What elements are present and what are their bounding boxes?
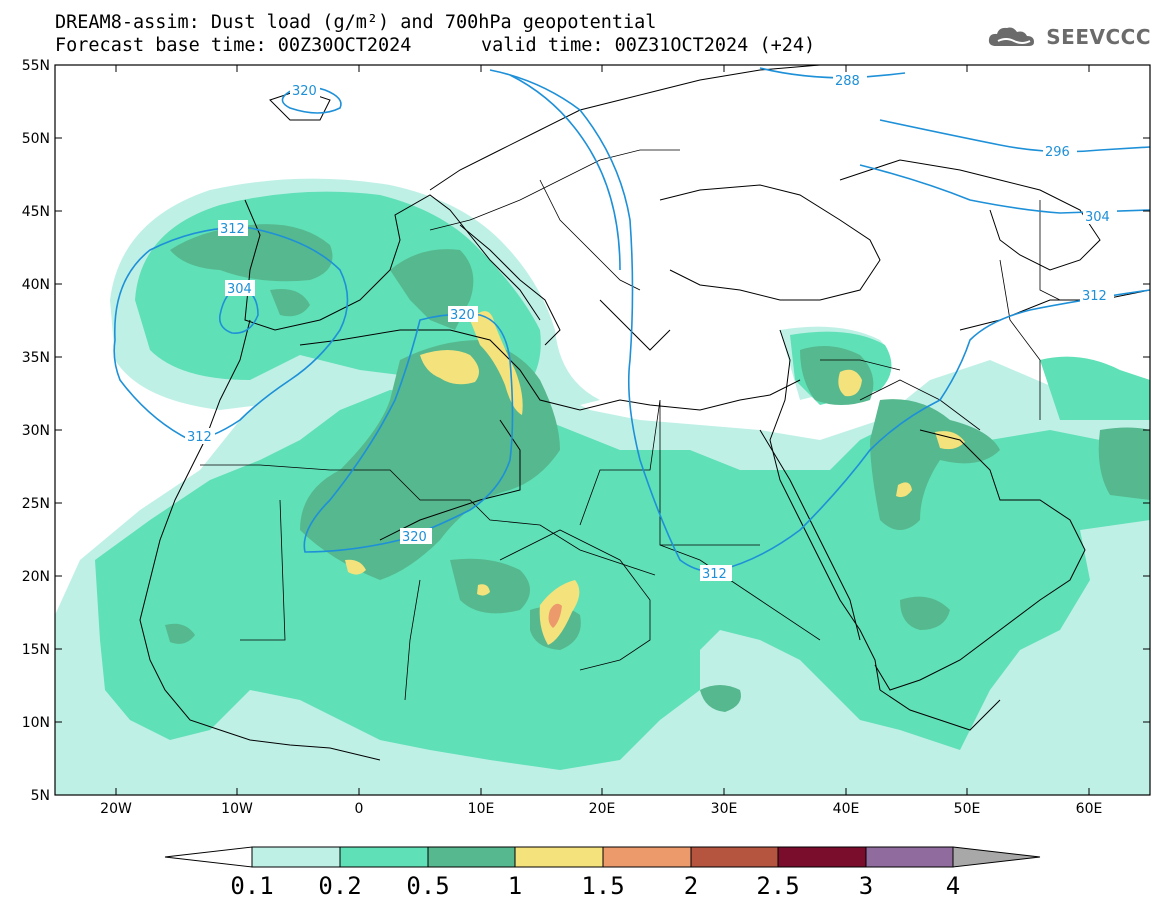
lon-tick-label: 20E [589, 801, 616, 817]
lon-tick-label: 40E [833, 801, 860, 817]
seevccc-logo: SEEVCCC [986, 24, 1151, 50]
colorbar-swatch [777, 846, 867, 868]
lat-tick-label: 50N [22, 131, 50, 147]
colorbar-swatch [690, 846, 779, 868]
colorbar-high-arrow [952, 846, 1041, 868]
colorbar-label: 2 [684, 872, 698, 900]
contour-label: 312 [1082, 289, 1107, 304]
colorbar-labels: 0.1 0.2 0.5 1 1.5 2 2.5 3 4 [230, 872, 960, 900]
lat-tick-label: 15N [22, 642, 50, 658]
lat-tick-label: 40N [22, 277, 50, 293]
country-borders [200, 149, 1061, 701]
lat-tick-labels: 55N 50N 45N 40N 35N 30N 25N 20N 15N 10N … [22, 58, 50, 804]
lat-tick-label: 45N [22, 204, 50, 220]
colorbar-swatch [602, 846, 692, 868]
lat-tick-label: 35N [22, 350, 50, 366]
colorbar-swatch [514, 846, 604, 868]
colorbar-swatch [251, 846, 341, 868]
contour-label: 320 [402, 530, 427, 545]
lon-axis [115, 65, 1090, 795]
map-area: 320 288 296 304 312 304 320 312 312 320 … [55, 65, 1150, 795]
colorbar-label: 3 [859, 872, 873, 900]
colorbar-label: 0.2 [318, 872, 361, 900]
contour-label: 304 [1085, 210, 1110, 225]
contour-label: 312 [187, 430, 212, 445]
lat-tick-label: 5N [31, 788, 50, 804]
contour-label: 288 [835, 74, 860, 89]
colorbar-label: 2.5 [756, 872, 799, 900]
colorbar-label: 4 [946, 872, 960, 900]
contour-label: 304 [227, 282, 252, 297]
lat-tick-label: 10N [22, 715, 50, 731]
colorbar-swatch [339, 846, 429, 868]
cloud-icon [989, 27, 1035, 46]
logo-text: SEEVCCC [1046, 25, 1151, 49]
lon-tick-label: 30E [711, 801, 738, 817]
lon-tick-label: 0 [355, 801, 364, 817]
lat-tick-label: 25N [22, 496, 50, 512]
contour-label: 296 [1045, 145, 1070, 160]
contour-label: 312 [702, 567, 727, 582]
lat-tick-label: 30N [22, 423, 50, 439]
base-time: Forecast base time: 00Z30OCT2024 [55, 35, 412, 56]
lat-tick-label: 55N [22, 58, 50, 74]
valid-time: valid time: 00Z31OCT2024 (+24) [481, 35, 816, 56]
contour-label: 320 [450, 308, 475, 323]
colorbar-swatch [865, 846, 954, 868]
lon-tick-labels: 20W 10W 0 10E 20E 30E 40E 50E 60E [100, 801, 1102, 817]
contour-label: 320 [292, 84, 317, 99]
lon-tick-label: 20W [100, 801, 132, 817]
contour-label-group: 320 288 296 304 312 304 320 312 312 320 … [185, 72, 1117, 582]
colorbar-label: 0.1 [230, 872, 273, 900]
lon-tick-label: 10W [221, 801, 253, 817]
lon-tick-label: 50E [954, 801, 981, 817]
forecast-times: Forecast base time: 00Z30OCT2024 valid ti… [55, 35, 815, 56]
colorbar [164, 846, 1041, 868]
dust-level-1.5 [548, 603, 562, 628]
lon-tick-label: 60E [1076, 801, 1103, 817]
colorbar-low-arrow [164, 846, 253, 868]
lat-axis [55, 64, 1150, 796]
lat-tick-label: 20N [22, 569, 50, 585]
map-title: DREAM8-assim: Dust load (g/m²) and 700hP… [55, 12, 657, 33]
colorbar-label: 1.5 [581, 872, 624, 900]
colorbar-label: 0.5 [406, 872, 449, 900]
colorbar-swatch [427, 846, 516, 868]
contour-label: 312 [220, 222, 245, 237]
colorbar-label: 1 [508, 872, 522, 900]
lon-tick-label: 10E [468, 801, 495, 817]
